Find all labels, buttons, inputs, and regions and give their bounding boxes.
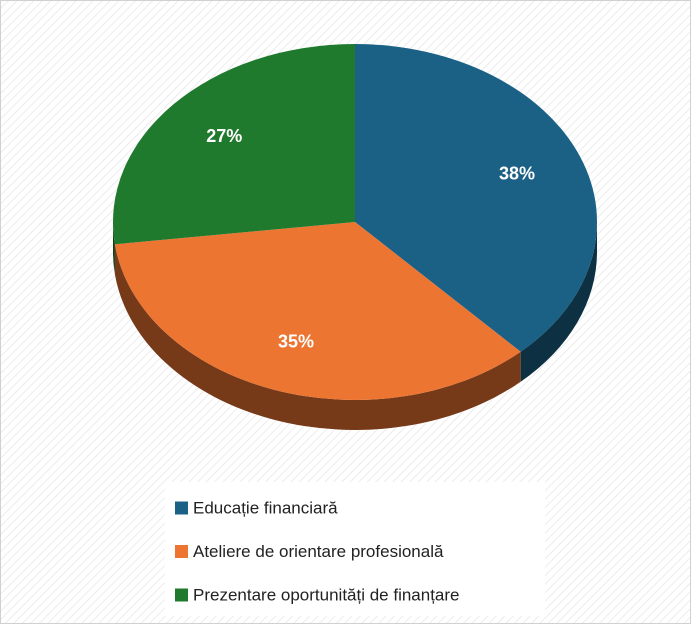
pie-side (114, 244, 521, 430)
legend-box (165, 482, 545, 616)
pie-side (520, 222, 597, 382)
legend: Educație financiară Ateliere de orientare… (175, 498, 460, 604)
data-label: 27% (206, 126, 242, 146)
legend-label: Prezentare oportunități de finanțare (193, 585, 460, 604)
data-label: 35% (278, 331, 314, 351)
legend-label: Ateliere de orientare profesională (193, 542, 444, 561)
legend-label: Educație financiară (193, 498, 338, 517)
pie-slice (114, 222, 521, 400)
pie-side (113, 222, 115, 275)
legend-swatch (175, 501, 188, 515)
data-label: 38% (499, 164, 535, 184)
pie: 38% 35% 27% (112, 44, 597, 430)
legend-swatch (175, 545, 188, 558)
pie-slice (112, 44, 355, 245)
legend-swatch (175, 588, 188, 602)
pie-slice (355, 44, 597, 352)
